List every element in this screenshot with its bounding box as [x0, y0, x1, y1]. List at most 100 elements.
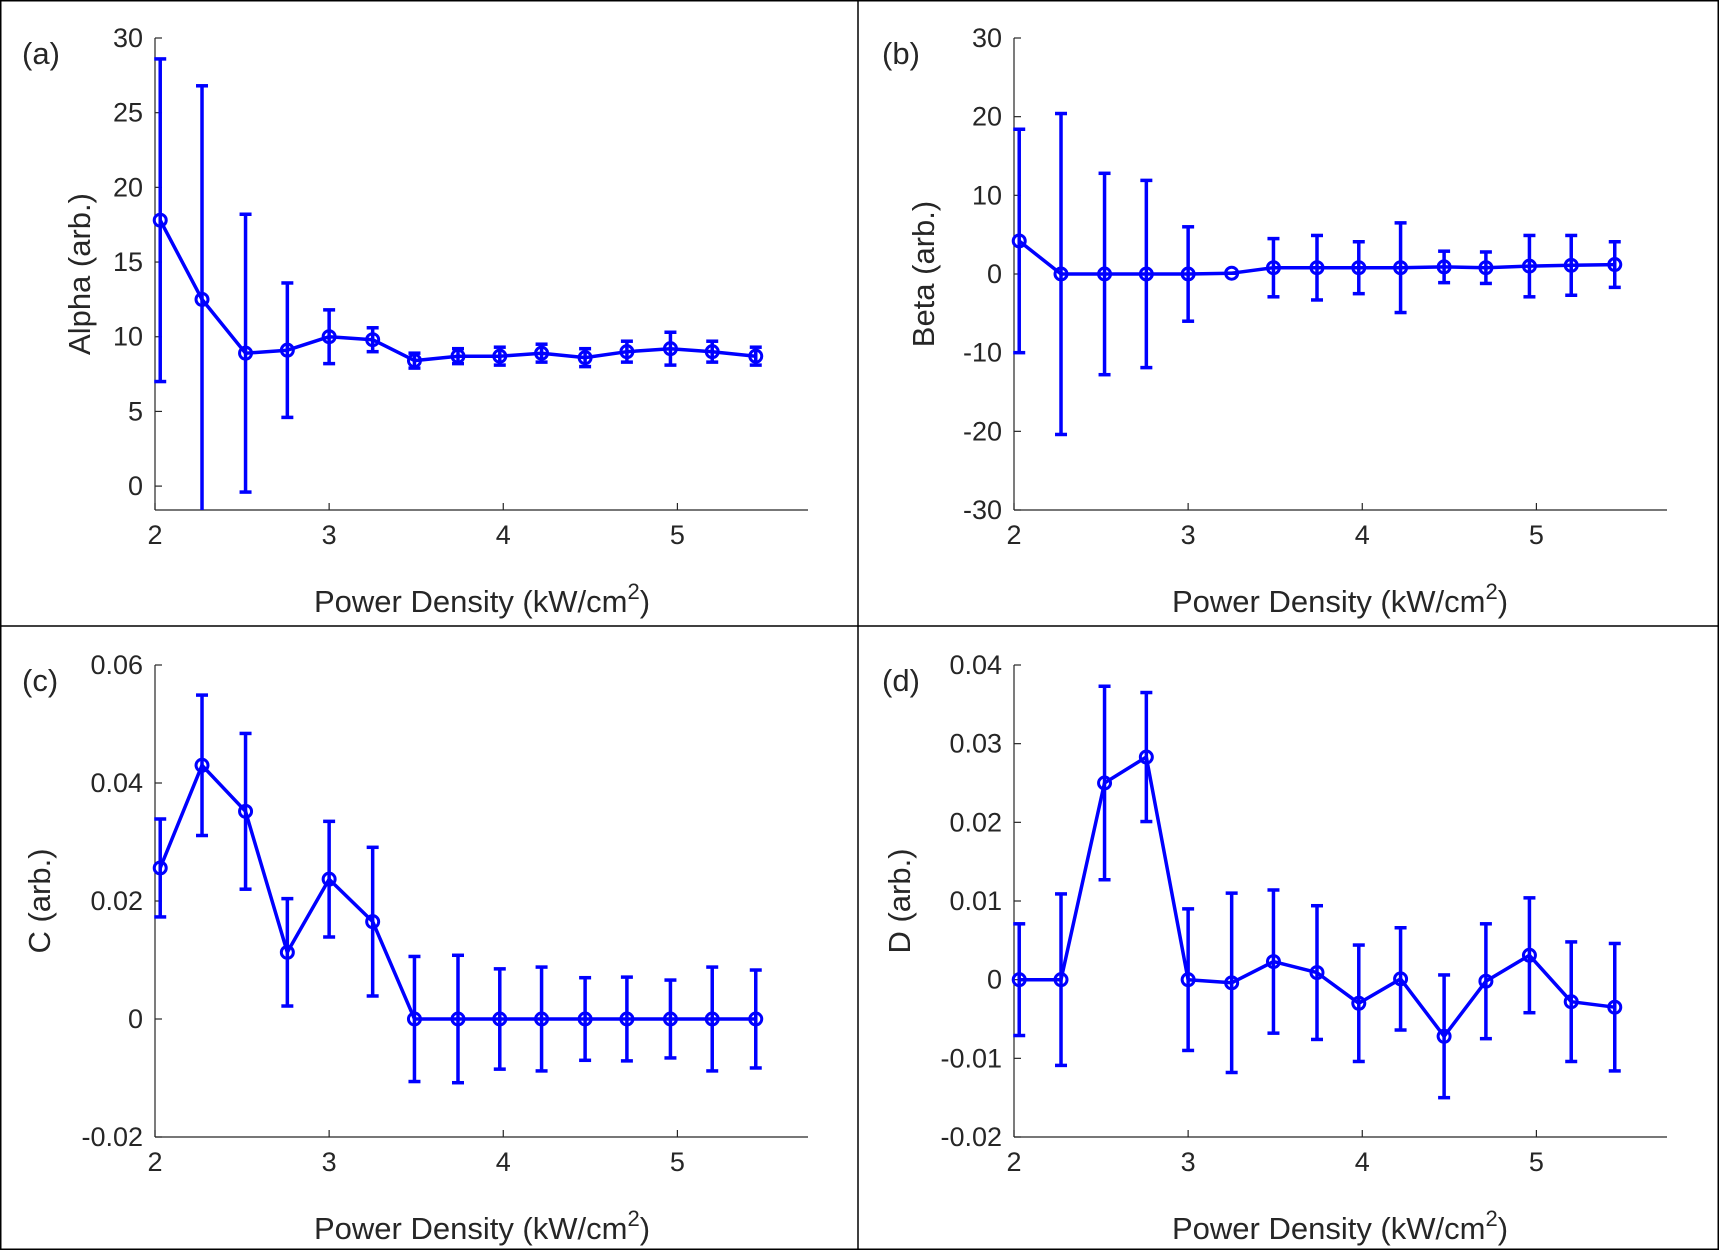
- y-tick-label: 0: [987, 259, 1002, 289]
- x-tick-label: 4: [496, 520, 511, 550]
- data-point: [194, 291, 210, 307]
- data-point: [1563, 257, 1579, 273]
- data-point: [662, 341, 678, 357]
- panel-label: (b): [882, 36, 920, 71]
- y-tick-label: 30: [972, 23, 1002, 53]
- data-point: [1224, 265, 1240, 281]
- panel-d: 2 3 4 5 -0.02 -0.01 0 0.01 0.02 0.03 0.04 (d) D (arb…: [882, 650, 1667, 1246]
- x-axis-label-close: ): [1498, 1211, 1508, 1246]
- data-point: [1138, 749, 1154, 765]
- x-axis-label: Power Density (kW/cm2): [1172, 1206, 1508, 1246]
- panel-c: 2 3 4 5 -0.02 0 0.02 0.04 0.06 (c) C (arb.) Power D…: [22, 650, 808, 1246]
- x-axis-label: Power Density (kW/cm2): [314, 579, 650, 619]
- panel-b: 2 3 4 5 -30 -20 -10 0 10 20 30 (b) Beta (arb.) Power …: [882, 23, 1667, 619]
- x-tick-label: 5: [670, 520, 685, 550]
- y-axis-label: Alpha (arb.): [62, 193, 97, 355]
- data-point: [1265, 954, 1281, 970]
- panel-label: (a): [22, 36, 60, 71]
- data-point: [619, 1011, 635, 1027]
- x-tick-label: 5: [1529, 1147, 1544, 1177]
- data-point: [704, 1011, 720, 1027]
- x-tick-label: 2: [1006, 520, 1021, 550]
- data-point: [450, 348, 466, 364]
- x-axis-label: Power Density (kW/cm2): [314, 1206, 650, 1246]
- x-axis-label-main: Power Density (kW/cm: [314, 584, 627, 619]
- x-axis-label-superscript: 2: [627, 579, 639, 604]
- y-tick-label: 20: [113, 172, 143, 202]
- data-point: [1309, 260, 1325, 276]
- y-axis-label: D (arb.): [882, 848, 917, 953]
- data-point: [577, 350, 593, 366]
- y-tick-label: 0: [987, 965, 1002, 995]
- series-line: [158, 219, 756, 363]
- data-point: [1265, 260, 1281, 276]
- data-point: [152, 212, 168, 228]
- data-point: [1011, 972, 1027, 988]
- data-point: [1180, 266, 1196, 282]
- data-point: [1351, 260, 1367, 276]
- data-point: [748, 348, 764, 364]
- data-point: [238, 803, 254, 819]
- y-tick-label: -0.02: [81, 1122, 143, 1152]
- y-tick-label: -0.01: [940, 1043, 1002, 1073]
- data-point: [1097, 266, 1113, 282]
- series-group: [1011, 684, 1623, 1100]
- data-point: [577, 1011, 593, 1027]
- data-point: [1309, 965, 1325, 981]
- y-tick-label: 0.01: [949, 886, 1002, 916]
- x-axis-label-superscript: 2: [1485, 579, 1497, 604]
- y-tick-label: 0.02: [90, 886, 143, 916]
- data-point: [1097, 775, 1113, 791]
- x-axis-label-close: ): [640, 1211, 650, 1246]
- data-point: [534, 1011, 550, 1027]
- x-tick-label: 4: [496, 1147, 511, 1177]
- data-point: [1011, 233, 1027, 249]
- x-tick-label: 2: [147, 1147, 162, 1177]
- y-axis-label: C (arb.): [22, 848, 57, 953]
- data-point: [1563, 994, 1579, 1010]
- y-tick-label: 5: [128, 396, 143, 426]
- y-tick-label: 0.04: [90, 768, 143, 798]
- panel-label: (c): [22, 663, 58, 698]
- y-tick-label: 0.04: [949, 650, 1002, 680]
- x-tick-label: 5: [1529, 520, 1544, 550]
- data-point: [619, 344, 635, 360]
- data-point: [194, 757, 210, 773]
- x-tick-label: 2: [147, 520, 162, 550]
- y-tick-label: 20: [972, 102, 1002, 132]
- x-axis-label-main: Power Density (kW/cm: [314, 1211, 627, 1246]
- panel-a: 2 3 4 5 0 5 10 15 20 25 30 (a) Alpha (arb.) Power Den…: [22, 23, 808, 619]
- x-tick-label: 4: [1355, 520, 1370, 550]
- series-line: [158, 763, 756, 1021]
- y-tick-label: 15: [113, 247, 143, 277]
- y-tick-label: 10: [972, 180, 1002, 210]
- x-tick-label: 3: [1181, 520, 1196, 550]
- x-axis-label-main: Power Density (kW/cm: [1172, 1211, 1485, 1246]
- y-tick-label: 0.06: [90, 650, 143, 680]
- data-point: [492, 348, 508, 364]
- data-point: [1180, 972, 1196, 988]
- data-point: [279, 342, 295, 358]
- data-point: [365, 914, 381, 930]
- x-axis-label-close: ): [640, 584, 650, 619]
- x-tick-label: 5: [670, 1147, 685, 1177]
- y-tick-label: 25: [113, 98, 143, 128]
- y-tick-label: -0.02: [940, 1122, 1002, 1152]
- data-point: [152, 860, 168, 876]
- y-tick-label: 30: [113, 23, 143, 53]
- data-point: [279, 944, 295, 960]
- x-tick-label: 3: [322, 1147, 337, 1177]
- y-axis-label: Beta (arb.): [906, 201, 941, 347]
- panel-label: (d): [882, 663, 920, 698]
- data-point: [1436, 259, 1452, 275]
- data-point: [238, 345, 254, 361]
- data-point: [1224, 975, 1240, 991]
- x-axis-label-main: Power Density (kW/cm: [1172, 584, 1485, 619]
- data-point: [534, 345, 550, 361]
- data-point: [492, 1011, 508, 1027]
- x-axis-label-superscript: 2: [627, 1206, 639, 1231]
- data-point: [1607, 257, 1623, 273]
- data-point: [1138, 266, 1154, 282]
